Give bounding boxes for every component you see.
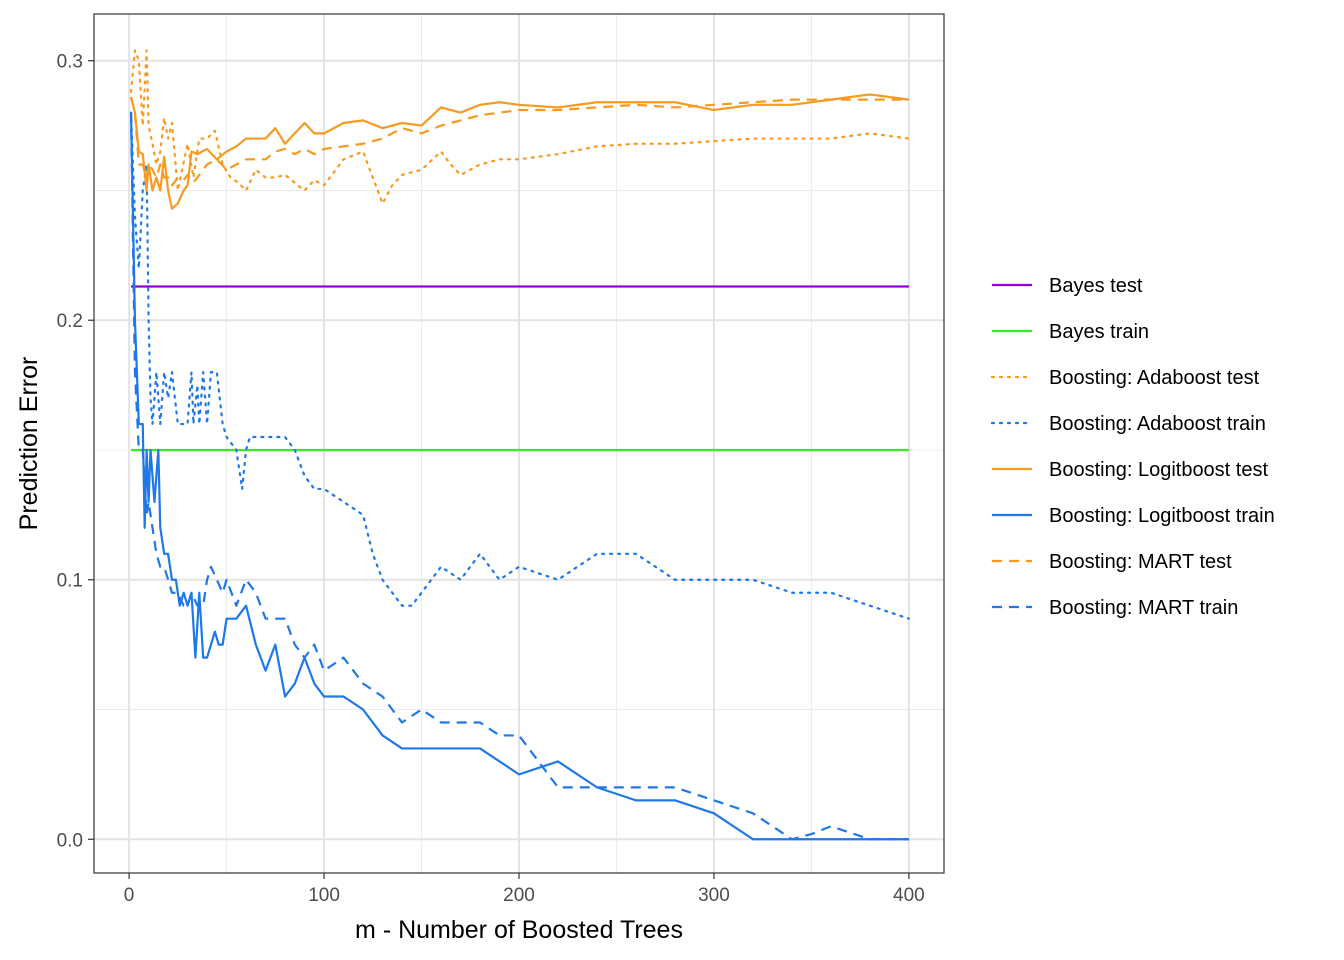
legend-item: Boosting: Logitboost test <box>992 459 1268 481</box>
y-axis-tick-labels: 0.0 0.1 0.2 0.3 <box>57 52 83 852</box>
series-line-boosting-mart-train <box>129 112 909 841</box>
legend-label: Boosting: Adaboost test <box>1049 367 1260 389</box>
x-tick-label: 300 <box>698 885 730 906</box>
y-tick-label: 0.2 <box>57 311 83 332</box>
series-line-boosting-adaboost-test <box>129 49 911 205</box>
legend-item: Boosting: MART train <box>992 597 1238 619</box>
legend-label: Boosting: Adaboost train <box>1049 413 1266 435</box>
y-tick-label: 0.1 <box>57 571 83 592</box>
x-tick-label: 200 <box>503 885 535 906</box>
y-tick-label: 0.3 <box>57 52 83 73</box>
series-line-boosting-mart-test <box>129 96 909 187</box>
x-axis-title: m - Number of Boosted Trees <box>355 916 683 944</box>
x-tick-label: 400 <box>893 885 925 906</box>
series-line-boosting-logitboost-train <box>129 112 909 841</box>
legend-item: Boosting: MART test <box>992 551 1232 573</box>
y-tick-label: 0.0 <box>57 830 83 851</box>
x-axis-tick-labels: 0 100 200 300 400 <box>124 885 925 906</box>
legend-item: Bayes test <box>992 275 1143 297</box>
legend-label: Boosting: MART train <box>1049 597 1238 619</box>
series-lines <box>129 49 911 841</box>
major-gridlines <box>94 14 944 873</box>
legend-item: Bayes train <box>992 321 1149 343</box>
legend-label: Bayes train <box>1049 321 1149 343</box>
legend-item: Boosting: Adaboost test <box>990 367 1260 389</box>
series-line-boosting-adaboost-train <box>129 111 911 620</box>
legend-label: Bayes test <box>1049 275 1143 297</box>
legend-item: Boosting: Adaboost train <box>990 413 1266 435</box>
x-tick-label: 0 <box>124 885 135 906</box>
legend: Bayes test Bayes train Boosting: Adaboost … <box>990 275 1275 619</box>
series-line-boosting-logitboost-test <box>129 93 910 210</box>
legend-label: Boosting: Logitboost test <box>1049 459 1268 481</box>
x-tick-label: 100 <box>308 885 340 906</box>
y-axis-title: Prediction Error <box>15 357 43 531</box>
legend-label: Boosting: MART test <box>1049 551 1232 573</box>
legend-item: Boosting: Logitboost train <box>992 505 1275 527</box>
axis-ticks <box>88 60 910 879</box>
legend-label: Boosting: Logitboost train <box>1049 505 1275 527</box>
